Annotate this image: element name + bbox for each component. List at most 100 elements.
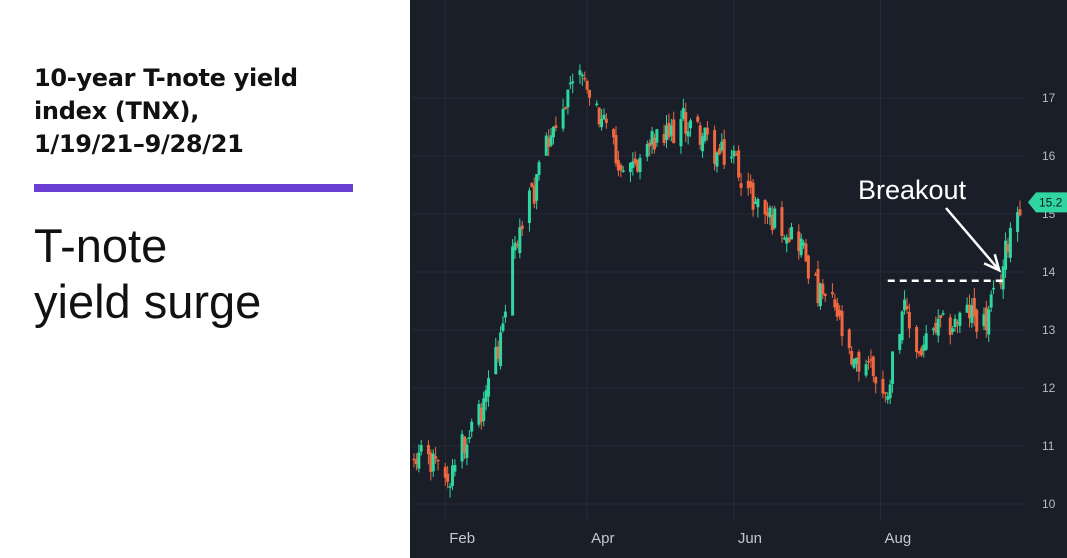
candle	[780, 201, 784, 243]
candle-body	[614, 135, 618, 164]
candle	[941, 309, 945, 317]
candle	[958, 311, 962, 333]
candle-body	[597, 107, 601, 125]
candle	[701, 132, 705, 158]
candle-body	[931, 328, 935, 331]
last-price-badge: 15.2	[1028, 192, 1067, 213]
candle	[975, 308, 979, 339]
candle	[965, 297, 969, 313]
candle	[535, 173, 539, 210]
candle	[518, 218, 522, 259]
candle	[746, 172, 750, 196]
candle	[530, 182, 534, 188]
candle	[951, 326, 955, 335]
candle-body	[821, 283, 825, 295]
last-price-label: 15.2	[1039, 195, 1063, 209]
candle-body	[818, 283, 822, 307]
candle	[1004, 232, 1008, 278]
candle-body	[583, 77, 587, 80]
candle-body	[487, 378, 491, 397]
candle-body	[900, 311, 904, 341]
candle	[818, 282, 822, 310]
candle-body	[604, 118, 608, 123]
candle-body	[756, 199, 760, 208]
candle	[766, 202, 769, 224]
candle-body	[1001, 266, 1005, 290]
candle-body	[463, 436, 466, 453]
candle	[968, 294, 971, 328]
candle-body	[720, 141, 724, 151]
candle	[636, 159, 640, 173]
candle	[414, 453, 418, 471]
candle-body	[655, 129, 659, 143]
candle-body	[852, 359, 856, 368]
candle-body	[580, 74, 584, 77]
candle-body	[465, 444, 469, 459]
candle	[857, 349, 861, 382]
candle-body	[713, 130, 717, 164]
candle	[984, 300, 988, 338]
candle	[785, 234, 789, 253]
candle	[850, 346, 854, 366]
candle	[898, 333, 902, 354]
candle-body	[751, 182, 755, 210]
candle	[532, 177, 536, 209]
candle-body	[717, 148, 721, 155]
candle	[460, 430, 464, 469]
candle	[431, 449, 435, 478]
candle	[487, 370, 491, 407]
candle	[583, 71, 587, 82]
candle	[655, 128, 659, 147]
candle-body	[669, 125, 673, 136]
candle-body	[816, 268, 820, 304]
candle-body	[955, 322, 959, 324]
candle	[477, 399, 481, 428]
candle-body	[665, 125, 668, 140]
candle	[417, 444, 421, 473]
candle-body	[941, 313, 945, 315]
candle	[797, 224, 801, 260]
candle-body	[412, 458, 416, 461]
candle	[482, 391, 486, 427]
candle	[650, 126, 654, 154]
candle	[561, 98, 565, 132]
candle	[645, 140, 649, 162]
candle-body	[681, 108, 685, 119]
candle	[467, 430, 471, 444]
candle	[686, 122, 690, 145]
candle-body	[547, 138, 551, 147]
candle	[578, 64, 582, 84]
candle-body	[939, 315, 943, 319]
candle-body	[689, 120, 693, 129]
candle	[537, 159, 541, 181]
candle	[669, 118, 673, 142]
candle	[426, 440, 430, 465]
candle	[907, 303, 911, 338]
candle	[515, 240, 519, 249]
candle	[806, 254, 810, 285]
candle-body	[600, 118, 604, 128]
candle-body	[804, 243, 808, 262]
candle-body	[450, 465, 454, 487]
candle-body	[953, 318, 957, 328]
candle-body	[494, 347, 498, 375]
candle	[814, 272, 818, 276]
candle-body	[984, 307, 988, 331]
breakout-annotation: Breakout	[858, 175, 967, 205]
candle-body	[561, 108, 565, 129]
candle	[703, 127, 707, 144]
candle-body	[835, 302, 839, 317]
candle	[729, 149, 733, 163]
candle	[955, 319, 959, 334]
candle	[665, 115, 668, 148]
candle-body	[749, 181, 753, 187]
y-tick-label: 13	[1042, 323, 1056, 337]
candle-body	[426, 445, 430, 455]
candle-body	[999, 280, 1003, 285]
candle-body	[907, 311, 911, 329]
candle-body	[467, 437, 471, 440]
candle-body	[482, 398, 486, 421]
candle-body	[554, 125, 558, 128]
candle	[919, 346, 923, 358]
candle	[511, 239, 515, 316]
